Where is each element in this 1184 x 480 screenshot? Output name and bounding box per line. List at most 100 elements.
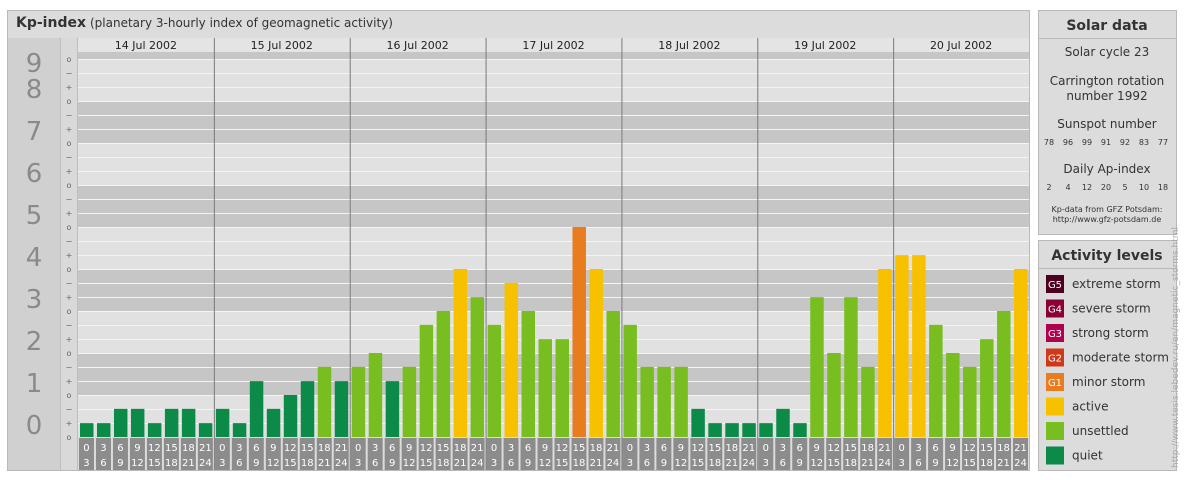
- interval-cell: [469, 438, 485, 470]
- interval-cell: [588, 438, 604, 470]
- interval-end: 15: [691, 458, 704, 469]
- kp-bar: [317, 366, 332, 437]
- kp-bar: [589, 269, 603, 437]
- interval-end: 21: [318, 458, 331, 469]
- kp-bar: [164, 408, 179, 437]
- interval-start: 21: [335, 443, 348, 454]
- interval-start: 9: [678, 443, 684, 454]
- interval-start: 12: [963, 443, 976, 454]
- interval-cell: [537, 438, 553, 470]
- day-label: 16 Jul 2002: [387, 39, 449, 52]
- legend-label: unsettled: [1072, 424, 1129, 438]
- level-band: [78, 269, 1029, 311]
- interval-start: 21: [607, 443, 620, 454]
- interval-end: 3: [355, 458, 361, 469]
- interval-end: 6: [100, 458, 106, 469]
- interval-cell: [673, 438, 689, 470]
- interval-end: 9: [389, 458, 395, 469]
- kp-bar: [878, 269, 892, 437]
- ap-value: 18: [1158, 183, 1168, 192]
- level-band: [78, 59, 1029, 101]
- interval-start: 12: [284, 443, 297, 454]
- interval-start: 15: [573, 443, 586, 454]
- kp-bar: [708, 423, 722, 437]
- interval-end: 3: [83, 458, 89, 469]
- interval-end: 3: [219, 458, 225, 469]
- interval-start: 0: [83, 443, 89, 454]
- kp-bar: [368, 353, 383, 437]
- ap-value: 10: [1139, 183, 1149, 192]
- interval-end: 12: [946, 458, 959, 469]
- y-tick-label: 9: [26, 49, 43, 79]
- interval-end: 12: [674, 458, 687, 469]
- interval-cell: [962, 438, 978, 470]
- activity-title: Activity levels: [1051, 248, 1162, 264]
- kp-bar: [436, 311, 451, 437]
- interval-end: 21: [590, 458, 603, 469]
- activity-legend: G5 extreme storm G4 severe storm G3 strong st…: [1046, 275, 1169, 465]
- interval-start: 15: [844, 443, 857, 454]
- sub-tick-label: o: [67, 181, 72, 190]
- interval-start: 18: [997, 443, 1010, 454]
- interval-labels: 0336699121215151818212124033669912121515…: [79, 438, 1028, 470]
- kp-bar: [249, 381, 264, 437]
- legend-swatch: [1046, 446, 1064, 465]
- interval-end: 18: [165, 458, 178, 469]
- interval-cell: [503, 438, 519, 470]
- interval-cell: [214, 438, 230, 470]
- sunspot-value: 99: [1082, 138, 1092, 147]
- sub-tick-label: −: [66, 279, 73, 288]
- legend-swatch: [1046, 275, 1064, 293]
- interval-end: 21: [861, 458, 874, 469]
- sub-tick-label: o: [67, 391, 72, 400]
- interval-start: 18: [454, 443, 467, 454]
- interval-start: 6: [389, 443, 395, 454]
- interval-start: 6: [797, 443, 803, 454]
- kp-bar: [351, 366, 366, 437]
- day-label: 14 Jul 2002: [115, 39, 177, 52]
- legend-label: extreme storm: [1072, 277, 1161, 291]
- interval-end: 12: [267, 458, 280, 469]
- interval-cell: [163, 438, 179, 470]
- sunspot-value: 96: [1063, 138, 1073, 147]
- interval-end: 18: [980, 458, 993, 469]
- legend-badge: G4: [1048, 305, 1062, 316]
- sub-tick-label: o: [67, 97, 72, 106]
- interval-end: 21: [454, 458, 467, 469]
- interval-end: 9: [117, 458, 123, 469]
- ap-value: 5: [1122, 183, 1127, 192]
- sub-tick-label: +: [66, 251, 73, 260]
- interval-start: 3: [236, 443, 242, 454]
- kp-bar: [470, 297, 485, 437]
- legend-label: active: [1072, 400, 1108, 414]
- grid-lines: [78, 59, 1029, 424]
- interval-end: 6: [915, 458, 921, 469]
- interval-end: 15: [420, 458, 433, 469]
- interval-cell: [401, 438, 417, 470]
- kp-bar: [181, 408, 196, 437]
- legend-label: quiet: [1072, 449, 1103, 463]
- interval-end: 24: [1014, 458, 1027, 469]
- level-band: [78, 185, 1029, 227]
- y-tick-label: 4: [26, 243, 43, 273]
- interval-start: 18: [725, 443, 738, 454]
- kp-bar: [997, 311, 1011, 437]
- sub-tick-label: −: [66, 111, 73, 120]
- interval-cell: [571, 438, 587, 470]
- legend-swatch: [1046, 324, 1064, 342]
- interval-cell: [656, 438, 672, 470]
- kp-bar: [130, 408, 145, 437]
- kp-bar: [827, 353, 841, 437]
- carrington-line1: Carrington rotation: [1050, 74, 1164, 88]
- kp-bar: [895, 255, 909, 437]
- legend-badge: G1: [1048, 378, 1062, 389]
- interval-start: 0: [763, 443, 769, 454]
- interval-start: 3: [372, 443, 378, 454]
- sub-tick-label: o: [67, 307, 72, 316]
- sub-tick-label: o: [67, 139, 72, 148]
- interval-cell: [639, 438, 655, 470]
- kp-bar: [793, 423, 807, 437]
- interval-end: 21: [997, 458, 1010, 469]
- interval-cell: [520, 438, 536, 470]
- sub-tick-label: +: [66, 377, 73, 386]
